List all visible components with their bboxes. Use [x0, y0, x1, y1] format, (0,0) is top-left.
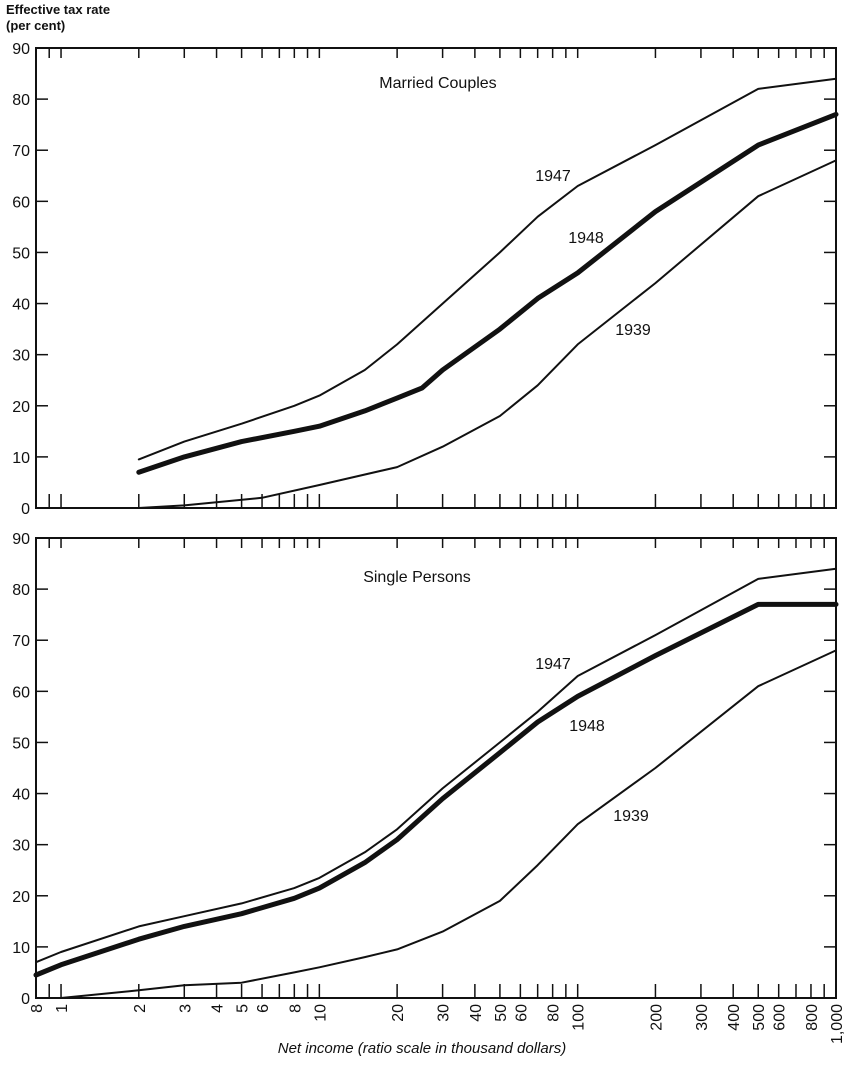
- series-line-1948: [136, 111, 839, 475]
- x-tick-label: 3: [177, 1004, 194, 1013]
- series-label-1947: 1947: [535, 168, 571, 185]
- x-tick-label: 500: [751, 1004, 768, 1031]
- x-tick-label: 6: [255, 1004, 272, 1013]
- y-tick-label: 50: [12, 245, 30, 262]
- y-tick-label: 20: [12, 399, 30, 416]
- x-tick-label: 2: [132, 1004, 149, 1013]
- x-tick-label: 1,000: [829, 1004, 844, 1044]
- series-label-1948: 1948: [569, 718, 605, 735]
- x-tick-label: 40: [468, 1004, 485, 1022]
- y-axis-label-line1: Effective tax rate: [6, 2, 111, 17]
- series-label-1939: 1939: [615, 322, 651, 339]
- x-tick-label: 8: [287, 1004, 304, 1013]
- x-axis-label: Net income (ratio scale in thousand doll…: [277, 1040, 567, 1057]
- y-tick-label: 0: [21, 991, 30, 1008]
- panel-title: Married Couples: [379, 75, 496, 92]
- x-tick-label: 50: [493, 1004, 510, 1022]
- plot-frame: [35, 537, 837, 999]
- panel-married-couples: 0 10 20 30 40 50 60 70 80 90 Married Couples 1947 19…: [12, 41, 839, 518]
- x-tick-label: 100: [571, 1004, 588, 1031]
- series-line-1947: [137, 77, 837, 461]
- x-tick-label: 8: [29, 1004, 46, 1013]
- y-tick-label: 60: [12, 194, 30, 211]
- y-tick-label: 60: [12, 684, 30, 701]
- x-tick-label: 80: [546, 1004, 563, 1022]
- x-tick-label: 200: [648, 1004, 665, 1031]
- series-line-1948: [33, 601, 839, 978]
- x-tick-label: 800: [804, 1004, 821, 1031]
- plot-frame: [35, 47, 837, 509]
- x-tick-label: 600: [772, 1004, 789, 1031]
- series-line-1947: [35, 567, 837, 964]
- series-label-1939: 1939: [613, 808, 649, 825]
- x-tick-label: 30: [436, 1004, 453, 1022]
- y-tick-label: 40: [12, 787, 30, 804]
- y-tick-label: 70: [12, 143, 30, 160]
- x-tick-label: 20: [390, 1004, 407, 1022]
- y-tick-label: 0: [21, 501, 30, 518]
- y-tick-label: 80: [12, 92, 30, 109]
- x-tick-label: 4: [210, 1004, 227, 1013]
- y-tick-label: 30: [12, 348, 30, 365]
- y-tick-label: 70: [12, 633, 30, 650]
- series-line-1939: [60, 649, 837, 999]
- y-tick-label: 40: [12, 297, 30, 314]
- series-label-1948: 1948: [568, 230, 604, 247]
- y-tick-label: 90: [12, 41, 30, 58]
- x-tick-label: 60: [513, 1004, 530, 1022]
- series-label-1947: 1947: [535, 656, 571, 673]
- x-tick-label: 5: [235, 1004, 252, 1013]
- x-tick-label: 1: [54, 1004, 71, 1013]
- y-tick-label: 80: [12, 582, 30, 599]
- y-axis-label-line2: (per cent): [6, 18, 66, 33]
- x-tick-label: 400: [726, 1004, 743, 1031]
- x-tick-label: 10: [312, 1004, 329, 1022]
- y-tick-label: 30: [12, 838, 30, 855]
- y-tick-label: 90: [12, 531, 30, 548]
- y-tick-label: 20: [12, 889, 30, 906]
- y-tick-label: 50: [12, 735, 30, 752]
- y-tick-label: 10: [12, 940, 30, 957]
- panel-title: Single Persons: [363, 569, 471, 586]
- series-line-1939: [137, 159, 837, 509]
- y-tick-label: 10: [12, 450, 30, 467]
- x-tick-label: 300: [694, 1004, 711, 1031]
